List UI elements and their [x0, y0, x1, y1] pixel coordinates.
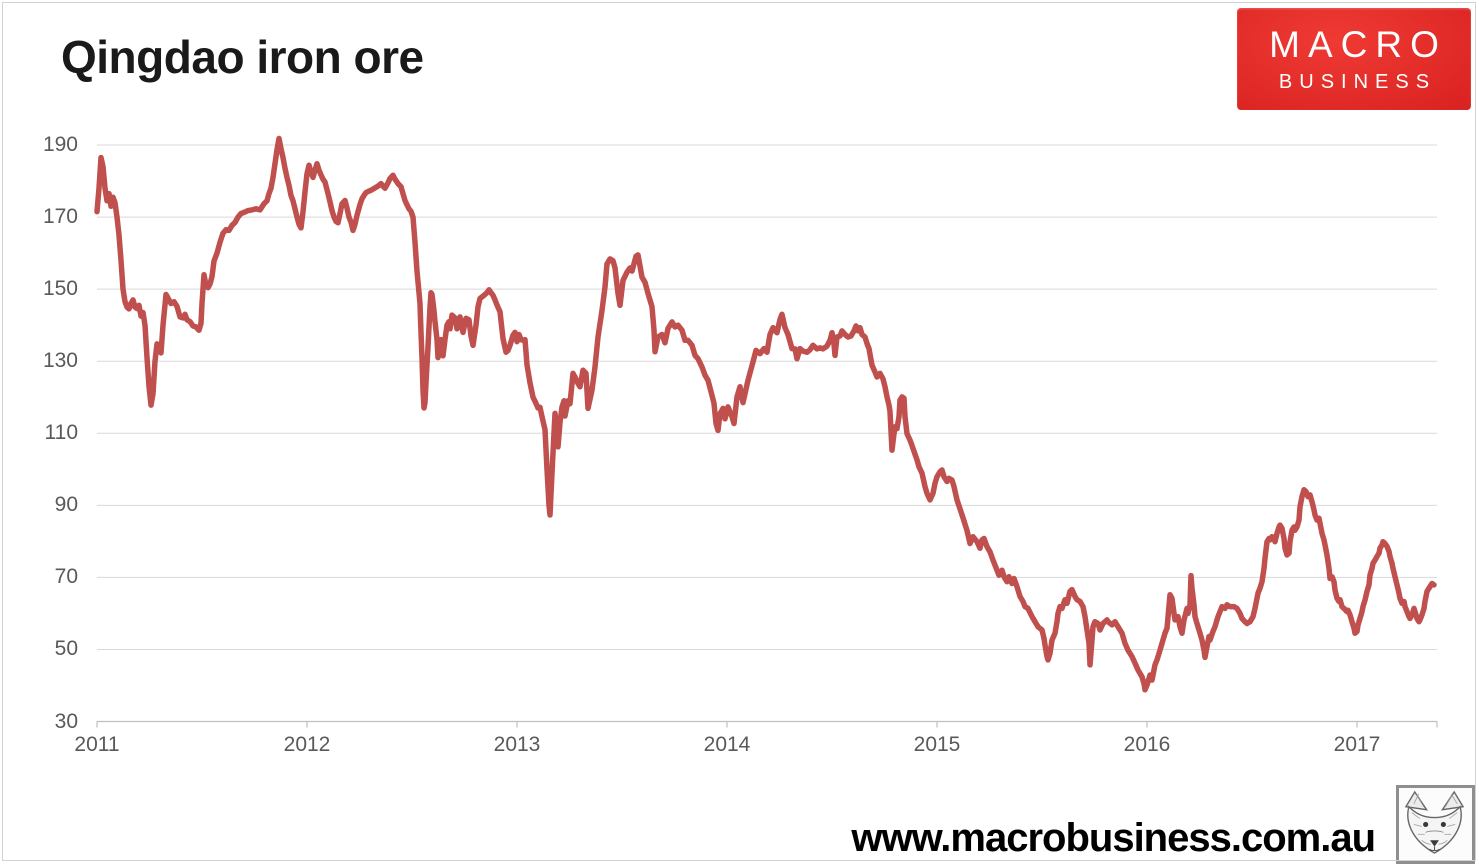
x-tick-label-2011: 2011: [74, 733, 120, 756]
wolf-logo-frame: [1396, 785, 1475, 864]
y-tick-label-150: 150: [42, 277, 78, 301]
macrobusiness-logo: MACRO BUSINESS: [1237, 8, 1471, 110]
page-title: Qingdao iron ore: [61, 31, 424, 83]
x-tick-label-2012: 2012: [283, 733, 331, 756]
y-tick-label-50: 50: [54, 637, 78, 661]
y-tick-label-70: 70: [54, 565, 78, 589]
x-tick-label-2017: 2017: [1333, 733, 1381, 756]
x-tick-label-2015: 2015: [913, 733, 961, 756]
y-tick-label-90: 90: [54, 493, 78, 517]
price-line-series: [94, 135, 1437, 693]
y-tick-label-30: 30: [54, 709, 78, 733]
y-tick-label-110: 110: [44, 421, 78, 445]
y-tick-label-170: 170: [42, 205, 78, 229]
logo-text-business: BUSINESS: [1278, 71, 1437, 93]
y-tick-label-130: 130: [42, 349, 78, 373]
x-tick-label-2016: 2016: [1123, 733, 1171, 756]
logo-text-macro: MACRO: [1269, 24, 1447, 65]
x-tick-label-2014: 2014: [703, 733, 751, 756]
x-tick-label-2013: 2013: [493, 733, 541, 756]
website-url-text: www.macrobusiness.com.au: [851, 816, 1376, 860]
y-tick-label-190: 190: [42, 133, 78, 156]
wolf-sketch-icon: [1404, 790, 1465, 854]
